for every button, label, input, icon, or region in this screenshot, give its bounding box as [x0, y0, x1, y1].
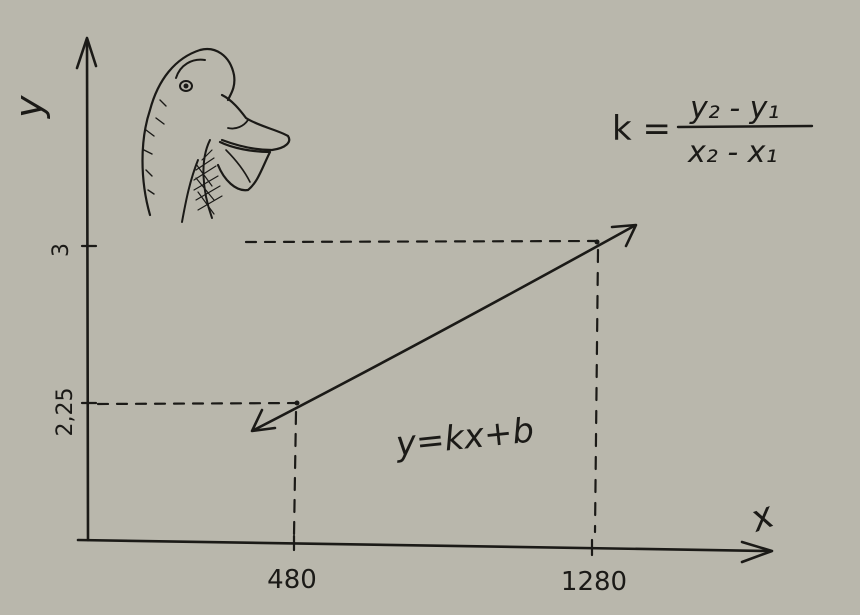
fraction-bar: [676, 124, 814, 129]
slope-numerator: y₂ - y₁: [689, 91, 779, 126]
y-tick-2-25: 2,25: [53, 388, 78, 437]
y-tick-3: 3: [49, 243, 74, 257]
point-1280-3: [594, 239, 600, 245]
duck-head-sketch: [141, 48, 291, 223]
slope-formula: k = y₂ - y₁ x₂ - x₁: [612, 91, 814, 170]
x-tick-1280: 1280: [561, 567, 627, 597]
line-segment: [250, 223, 638, 433]
slope-denominator: x₂ - x₁: [687, 135, 777, 170]
y-axis: [75, 36, 98, 542]
x-axis-label: x: [744, 494, 780, 540]
point-480-2-25: [294, 400, 300, 406]
line-equation: y=kx+b: [393, 410, 536, 464]
tick-marks: [80, 244, 594, 557]
x-tick-480: 480: [267, 565, 317, 595]
slope-lhs: k =: [612, 109, 671, 149]
y-axis-label: y: [7, 95, 51, 119]
dashed-guides: [96, 239, 600, 537]
x-axis: [76, 538, 774, 564]
